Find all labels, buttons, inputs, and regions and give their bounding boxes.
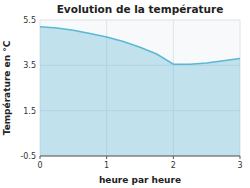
- x-tick: [106, 156, 107, 159]
- x-tick-label: 2: [171, 161, 176, 170]
- y-tick-label: 5.5: [23, 16, 36, 25]
- x-tick: [173, 156, 174, 159]
- x-axis-label: heure par heure: [99, 175, 181, 185]
- y-tick-label: -0.5: [20, 152, 36, 161]
- y-axis-label: Température en °C: [2, 40, 12, 135]
- y-tick-label: 3.5: [23, 61, 36, 70]
- y-grid-line: [40, 20, 240, 21]
- x-tick: [240, 156, 241, 159]
- x-tick-label: 1: [104, 161, 109, 170]
- plot-background: [40, 20, 240, 156]
- grid: [40, 20, 240, 156]
- area: [40, 27, 240, 156]
- x-axis-line: [40, 156, 240, 157]
- chart: 0 1 2 3 -0.5 1.5 3.5 5.5 Evolution de la tempéra…: [0, 0, 250, 188]
- line: [40, 27, 240, 64]
- title: Evolution de la température: [57, 3, 224, 15]
- x-tick: [40, 156, 41, 159]
- y-tick-label: 1.5: [23, 107, 36, 116]
- x-tick-label: 3: [237, 161, 242, 170]
- y-grid-line: [40, 156, 240, 157]
- plot-area: [40, 27, 240, 156]
- x-tick-label: 0: [37, 161, 42, 170]
